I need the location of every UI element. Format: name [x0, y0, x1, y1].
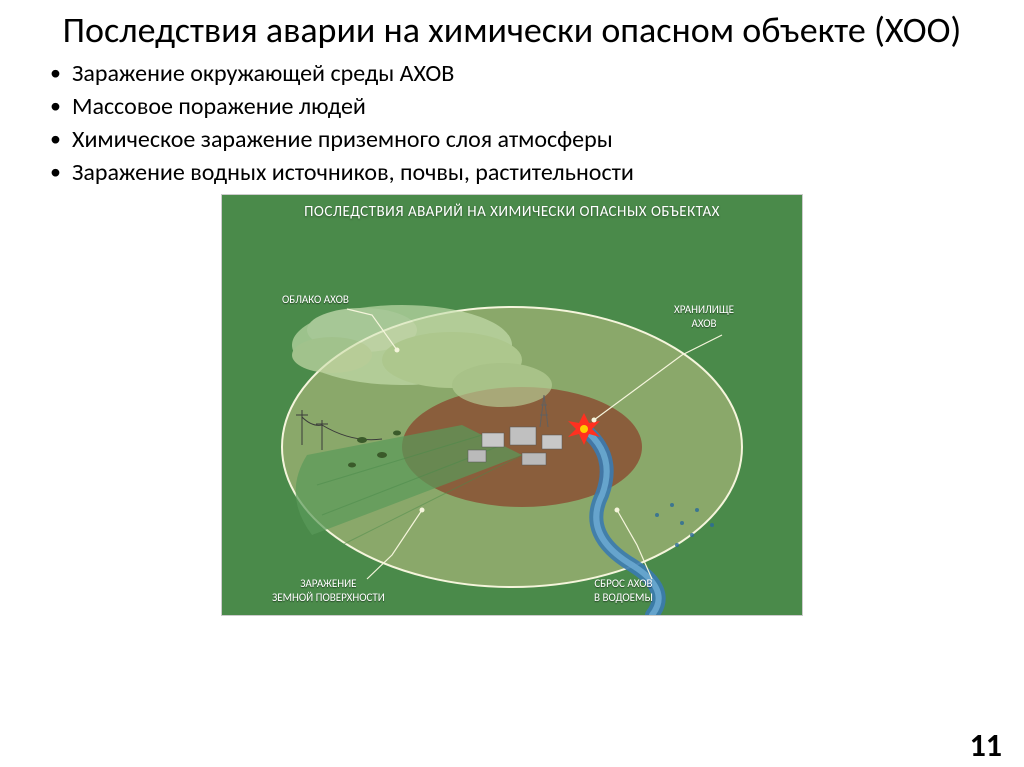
callout-store: ХРАНИЛИЩЕ АХОВ: [674, 303, 734, 329]
callout-ground: ЗАРАЖЕНИЕ ЗЕМНОЙ ПОВЕРХНОСТИ: [272, 577, 385, 603]
bullet-list: Заражение окружающей среды АХОВ Массовое…: [50, 59, 994, 188]
diagram-svg: [222, 195, 802, 615]
bullet-item: Массовое поражение людей: [50, 92, 994, 122]
diagram-container: ПОСЛЕДСТВИЯ АВАРИЙ НА ХИМИЧЕСКИ ОПАСНЫХ …: [221, 194, 803, 616]
page-number: 11: [970, 726, 1002, 765]
bullet-item: Заражение окружающей среды АХОВ: [50, 59, 994, 89]
slide-title: Последствия аварии на химически опасном …: [40, 10, 984, 51]
callout-cloud: ОБЛАКО АХОВ: [282, 293, 349, 306]
bullet-item: Заражение водных источников, почвы, раст…: [50, 158, 994, 188]
callout-water: СБРОС АХОВ В ВОДОЕМЫ: [594, 577, 653, 603]
bullet-item: Химическое заражение приземного слоя атм…: [50, 125, 994, 155]
